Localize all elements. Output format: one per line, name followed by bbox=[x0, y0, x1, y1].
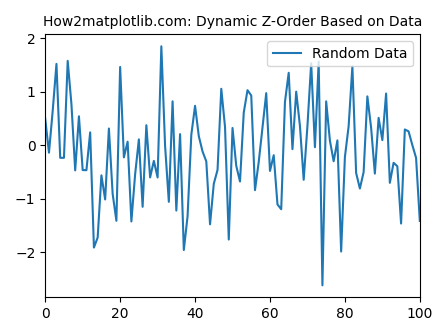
Title: How2matplotlib.com: Dynamic Z-Order Based on Data: How2matplotlib.com: Dynamic Z-Order Base… bbox=[43, 15, 422, 29]
Line: Random Data: Random Data bbox=[45, 46, 420, 285]
Random Data bbox=[309, 61, 314, 65]
Random Data bbox=[219, 87, 224, 91]
Random Data bbox=[271, 153, 276, 157]
Random Data bbox=[417, 219, 422, 223]
Random Data bbox=[43, 117, 48, 121]
Random Data bbox=[159, 44, 164, 48]
Legend: Random Data: Random Data bbox=[267, 41, 413, 67]
Random Data bbox=[320, 283, 325, 287]
Random Data bbox=[136, 137, 142, 141]
Random Data bbox=[69, 102, 74, 106]
Random Data bbox=[331, 159, 336, 163]
